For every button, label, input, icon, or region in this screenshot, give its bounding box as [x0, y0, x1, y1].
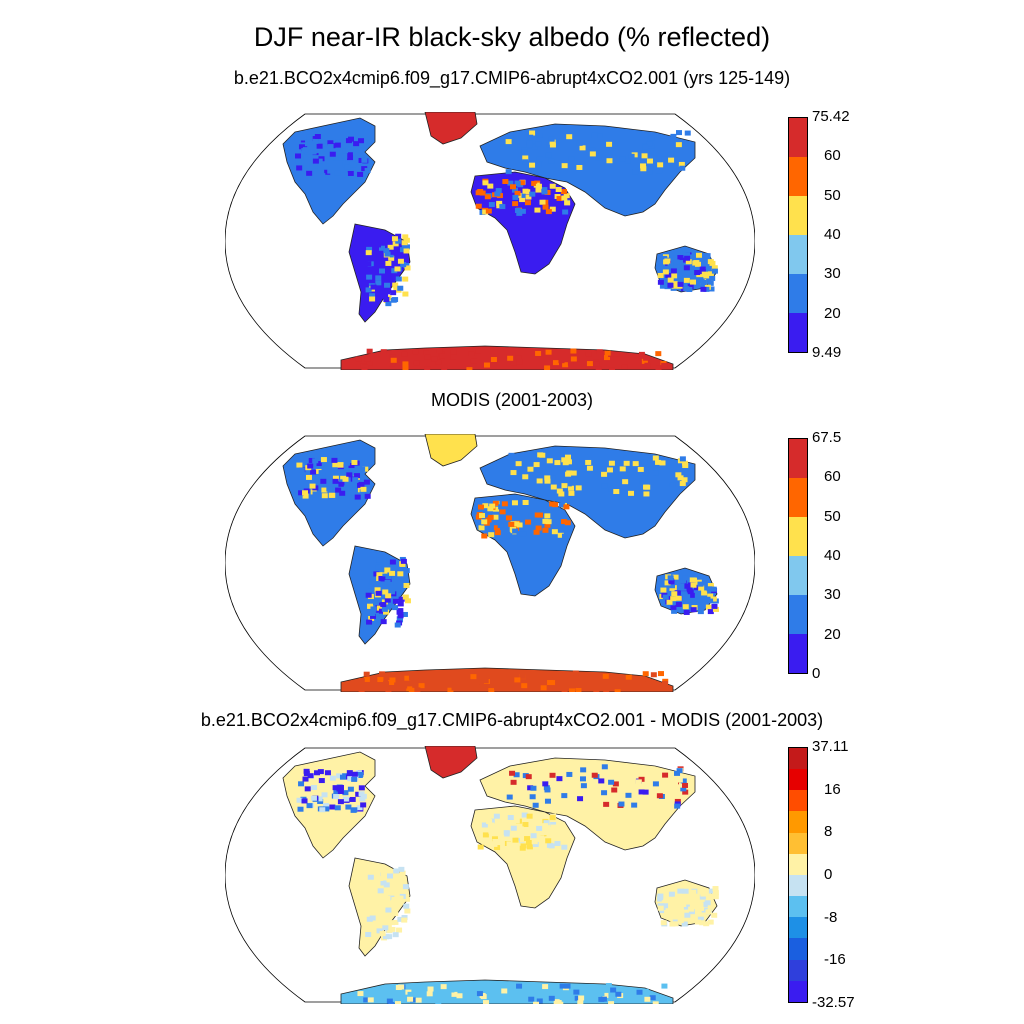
colorbar-tick-label: 50 [824, 507, 841, 525]
colorbar-swatch [789, 157, 807, 196]
colorbar-tick-label: 40 [824, 226, 841, 243]
colorbar-swatch [789, 274, 807, 313]
panel-3-title: b.e21.BCO2x4cmip6.f09_g17.CMIP6-abrupt4x… [200, 710, 824, 730]
colorbar-swatch [789, 811, 807, 833]
colorbar-tick-label: 37.11 [812, 738, 849, 755]
map-panel-3 [225, 746, 755, 1004]
panel-2-title: MODIS (2001-2003) [430, 390, 594, 410]
map-2-group [225, 434, 755, 692]
colorbar-swatch [789, 853, 807, 875]
colorbar-swatch [789, 235, 807, 274]
colorbar-1 [788, 117, 808, 353]
colorbar-tick-label: -8 [824, 908, 838, 926]
colorbar-swatch [789, 896, 807, 918]
colorbar-swatch [789, 959, 807, 981]
colorbar-tick-label: -32.57 [812, 994, 855, 1011]
colorbar-swatch [789, 832, 807, 854]
colorbar-tick-label: 60 [824, 468, 841, 486]
colorbar-swatch [789, 769, 807, 791]
colorbar-tick-label: 0 [812, 665, 821, 682]
colorbar-swatch [789, 478, 807, 517]
colorbar-tick-label: 75.42 [812, 108, 850, 125]
colorbar-2 [788, 438, 808, 674]
colorbar-tick-label: 50 [824, 186, 841, 204]
colorbar-swatch [789, 938, 807, 960]
figure-title: DJF near-IR black-sky albedo (% reflecte… [253, 22, 771, 52]
map-1-group [225, 112, 755, 370]
colorbar-tick-label: 67.5 [812, 429, 842, 446]
colorbar-tick-label: -16 [824, 951, 846, 969]
colorbar-swatch [789, 517, 807, 556]
colorbar-3 [788, 747, 808, 1003]
colorbar-swatch [789, 313, 807, 352]
greenland [424, 434, 478, 467]
colorbar-swatch [789, 790, 807, 812]
colorbar-tick-label: 40 [824, 547, 841, 564]
map-panel-1 [225, 112, 755, 370]
colorbar-swatch [789, 980, 807, 1002]
colorbar-tick-label: 20 [824, 625, 841, 643]
greenland [424, 112, 478, 145]
colorbar-tick-label: 8 [824, 823, 833, 841]
colorbar-tick-label: 16 [824, 780, 841, 798]
colorbar-swatch [789, 917, 807, 939]
colorbar-tick-label: 30 [824, 265, 841, 283]
colorbar-swatch [789, 556, 807, 595]
colorbar-tick-label: 30 [824, 586, 841, 604]
colorbar-tick-label: 60 [824, 147, 841, 165]
colorbar-swatch [789, 196, 807, 235]
colorbar-tick-label: 0 [824, 866, 833, 883]
colorbar-swatch [789, 439, 807, 478]
colorbar-swatch [789, 118, 807, 157]
map-3-group [225, 746, 755, 1004]
colorbar-swatch [789, 874, 807, 897]
colorbar-swatch [789, 748, 807, 770]
panel-1-title: b.e21.BCO2x4cmip6.f09_g17.CMIP6-abrupt4x… [233, 68, 791, 88]
greenland [424, 746, 478, 779]
map-panel-2 [225, 434, 755, 692]
colorbar-swatch [789, 595, 807, 634]
colorbar-swatch [789, 634, 807, 673]
colorbar-tick-label: 20 [824, 304, 841, 322]
colorbar-tick-label: 9.49 [812, 344, 842, 361]
